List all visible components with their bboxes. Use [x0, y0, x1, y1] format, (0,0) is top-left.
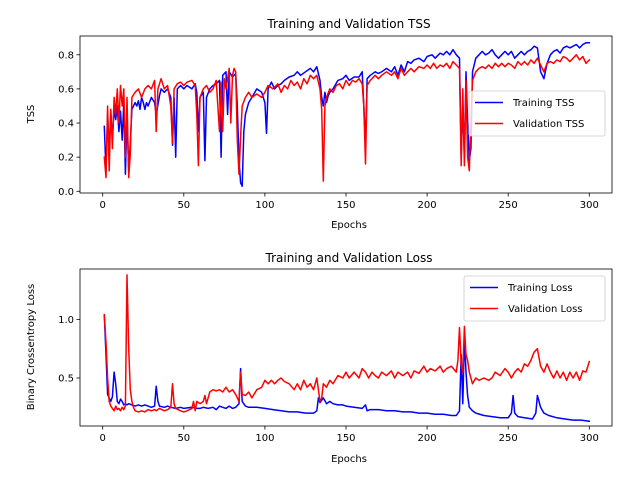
loss-y-tick-label: 1.0 — [58, 315, 74, 326]
loss-x-tick-label: 50 — [177, 433, 190, 444]
tss-x-axis-label: Epochs — [331, 220, 367, 231]
loss-x-tick-label: 200 — [418, 433, 437, 444]
loss-x-tick-label: 250 — [499, 433, 518, 444]
tss-plot-frame — [79, 35, 613, 194]
tss-y-tick-label: 0.6 — [58, 84, 74, 95]
loss-x-tick-label: 300 — [580, 433, 599, 444]
tss-x-tick-label: 50 — [177, 200, 190, 211]
loss-y-tick-label: 0.5 — [58, 373, 74, 384]
loss-legend-label: Validation Loss — [508, 304, 583, 315]
tss-axis-ticks: 0 50 100 150 200 250 300 0.0 0.2 0.4 0.6 0.8 — [58, 50, 599, 211]
tss-x-tick-label: 100 — [255, 200, 274, 211]
loss-plot-frame — [79, 268, 613, 427]
loss-legend-box — [463, 275, 606, 322]
tss-y-tick-label: 0.4 — [58, 119, 74, 130]
loss-chart-panel: Training and Validation Loss Epochs Bina… — [26, 251, 613, 465]
tss-x-tick-label: 200 — [418, 200, 437, 211]
tss-y-tick-label: 0.2 — [58, 153, 74, 164]
loss-axis-ticks: 0 50 100 150 200 250 300 0.5 1.0 — [58, 315, 599, 444]
tss-y-axis-label: TSS — [26, 105, 37, 125]
tss-chart-title: Training and Validation TSS — [266, 17, 430, 31]
loss-x-axis-label: Epochs — [331, 454, 367, 465]
loss-series-line-validation — [103, 274, 591, 413]
loss-series-group — [103, 274, 591, 423]
tss-series-line-validation — [103, 54, 591, 182]
tss-series-group — [103, 42, 591, 187]
tss-chart-panel: Training and Validation TSS Epochs TSS 0… — [26, 17, 613, 231]
tss-legend: Training TSS Validation TSS — [468, 90, 606, 137]
tss-legend-label: Validation TSS — [513, 119, 584, 130]
loss-chart-title: Training and Validation Loss — [265, 251, 433, 265]
tss-x-tick-label: 150 — [336, 200, 355, 211]
loss-x-tick-label: 150 — [336, 433, 355, 444]
tss-legend-label: Training TSS — [512, 98, 574, 109]
tss-x-tick-label: 300 — [580, 200, 599, 211]
loss-legend-label: Training Loss — [507, 283, 573, 294]
loss-y-axis-label: Binary Crossentropy Loss — [26, 284, 37, 411]
tss-x-tick-label: 0 — [100, 200, 106, 211]
loss-legend: Training Loss Validation Loss — [463, 275, 606, 322]
tss-y-tick-label: 0.8 — [58, 50, 74, 61]
tss-x-tick-label: 250 — [499, 200, 518, 211]
loss-x-tick-label: 0 — [100, 433, 106, 444]
tss-y-tick-label: 0.0 — [58, 187, 74, 198]
loss-x-tick-label: 100 — [255, 433, 274, 444]
loss-series-line-training — [103, 313, 591, 423]
